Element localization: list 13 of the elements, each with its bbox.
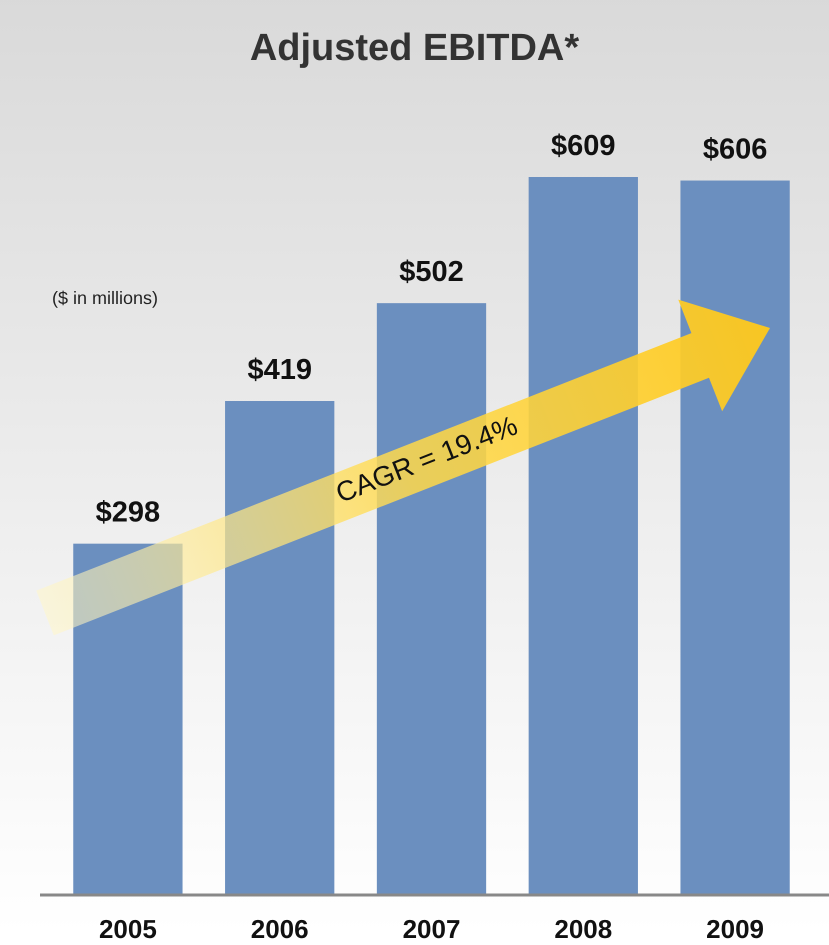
x-tick-label: 2005	[98, 914, 157, 944]
x-tick-label: 2006	[250, 914, 309, 944]
x-tick-label: 2009	[706, 914, 764, 944]
x-tick-label: 2007	[402, 914, 460, 944]
data-label: $606	[702, 134, 768, 166]
data-label: $609	[551, 130, 616, 162]
data-label: $502	[399, 256, 464, 288]
annotation: ($ in millions)	[52, 288, 158, 308]
annotation: CAGR = 19.4%	[331, 410, 522, 509]
chart-title: Adjusted EBITDA*	[250, 27, 580, 69]
data-label: $298	[96, 496, 160, 529]
x-tick-label: 2008	[554, 914, 612, 944]
data-label: $419	[247, 354, 312, 386]
